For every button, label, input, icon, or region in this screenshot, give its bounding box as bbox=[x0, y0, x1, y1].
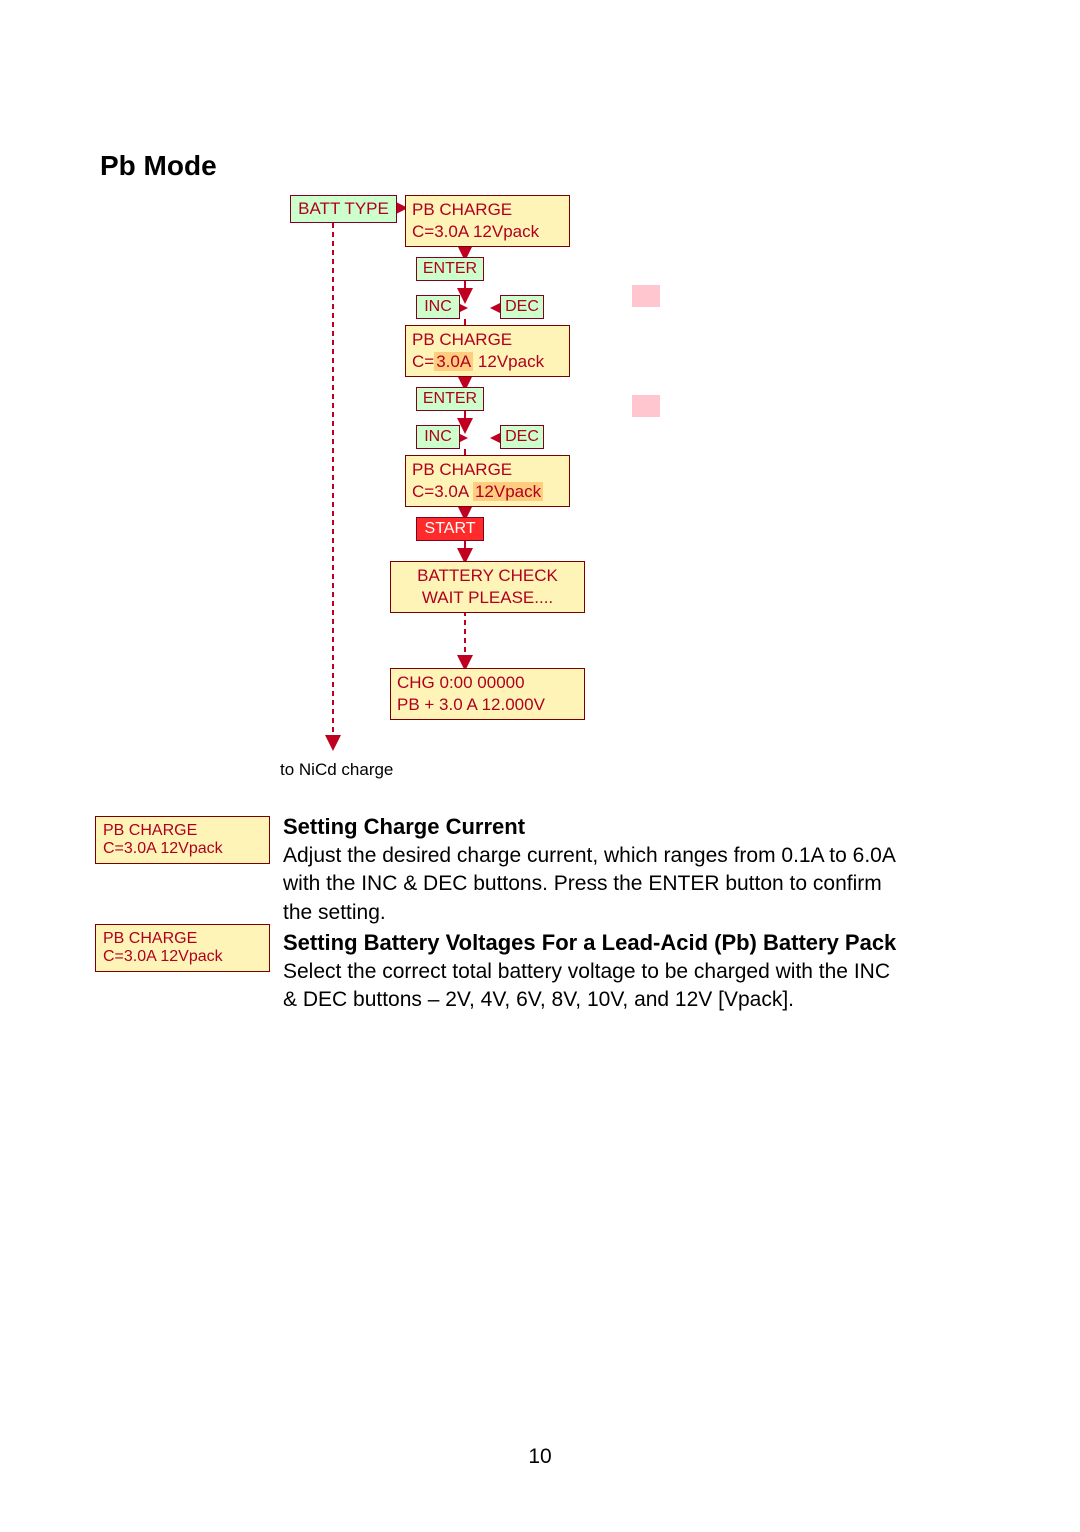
start-button[interactable]: START bbox=[416, 517, 484, 541]
dec-button-2[interactable]: DEC bbox=[500, 425, 544, 449]
enter-button-1[interactable]: ENTER bbox=[416, 257, 484, 281]
d3-line2: C=3.0A 12Vpack bbox=[412, 482, 563, 502]
side2-l2: C=3.0A 12Vpack bbox=[103, 948, 262, 966]
display-battery-check: BATTERY CHECK WAIT PLEASE.... bbox=[390, 561, 585, 613]
display-pb-charge-1: PB CHARGE C=3.0A 12Vpack bbox=[405, 195, 570, 247]
d1-line2: C=3.0A 12Vpack bbox=[412, 222, 563, 242]
check-line2: WAIT PLEASE.... bbox=[397, 588, 578, 608]
batt-type-label: BATT TYPE bbox=[298, 199, 389, 218]
section-1-title: Setting Charge Current bbox=[283, 814, 903, 840]
side-display-2: PB CHARGE C=3.0A 12Vpack bbox=[95, 924, 270, 972]
batt-type-box: BATT TYPE bbox=[290, 195, 397, 223]
d3-line1: PB CHARGE bbox=[412, 460, 563, 480]
enter-button-2[interactable]: ENTER bbox=[416, 387, 484, 411]
inc-button-1[interactable]: INC bbox=[416, 295, 460, 319]
d3-highlight: 12Vpack bbox=[473, 482, 543, 501]
section-2: Setting Battery Voltages For a Lead-Acid… bbox=[283, 930, 903, 1015]
section-1: Setting Charge Current Adjust the desire… bbox=[283, 814, 903, 927]
section-1-body: Adjust the desired charge current, which… bbox=[283, 842, 903, 927]
page-title: Pb Mode bbox=[100, 150, 217, 182]
section-2-title: Setting Battery Voltages For a Lead-Acid… bbox=[283, 930, 903, 956]
chg-line2: PB + 3.0 A 12.000V bbox=[397, 695, 578, 715]
d1-line1: PB CHARGE bbox=[412, 200, 563, 220]
marker-pink-1 bbox=[632, 285, 660, 307]
side1-l1: PB CHARGE bbox=[103, 822, 262, 840]
display-pb-charge-3: PB CHARGE C=3.0A 12Vpack bbox=[405, 455, 570, 507]
dec-button-1[interactable]: DEC bbox=[500, 295, 544, 319]
display-chg-status: CHG 0:00 00000 PB + 3.0 A 12.000V bbox=[390, 668, 585, 720]
side-display-1: PB CHARGE C=3.0A 12Vpack bbox=[95, 816, 270, 864]
side2-l1: PB CHARGE bbox=[103, 930, 262, 948]
d2-line1: PB CHARGE bbox=[412, 330, 563, 350]
page: Pb Mode bbox=[0, 0, 1080, 1532]
d2-highlight: 3.0A bbox=[434, 352, 473, 371]
side1-l2: C=3.0A 12Vpack bbox=[103, 840, 262, 858]
d2-line2: C=3.0A 12Vpack bbox=[412, 352, 563, 372]
inc-button-2[interactable]: INC bbox=[416, 425, 460, 449]
check-line1: BATTERY CHECK bbox=[397, 566, 578, 586]
chg-line1: CHG 0:00 00000 bbox=[397, 673, 578, 693]
display-pb-charge-2: PB CHARGE C=3.0A 12Vpack bbox=[405, 325, 570, 377]
page-number: 10 bbox=[0, 1445, 1080, 1469]
nicd-label: to NiCd charge bbox=[280, 760, 393, 780]
section-2-body: Select the correct total battery voltage… bbox=[283, 958, 903, 1015]
flow-diagram: BATT TYPE PB CHARGE C=3.0A 12Vpack ENTER… bbox=[290, 195, 575, 755]
marker-pink-2 bbox=[632, 395, 660, 417]
